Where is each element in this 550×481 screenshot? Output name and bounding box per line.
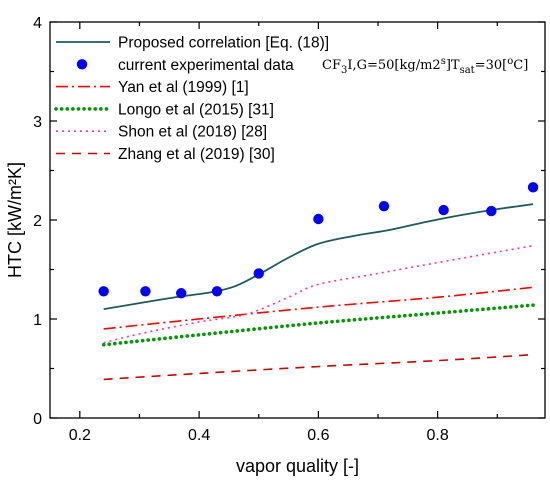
legend-label-shon-et-al-2018-28: Shon et al (2018) [28]	[118, 124, 267, 141]
data-point-current-experimental-data	[140, 286, 151, 297]
data-point-current-experimental-data	[486, 205, 497, 217]
legend-label-proposed-correlation-eq-18: Proposed correlation [Eq. (18)]	[118, 35, 329, 52]
series-line-zhang-et-al-2019-30	[103, 353, 534, 381]
legend-label-longo-et-al-2015-31: Longo et al (2015) [31]	[118, 101, 274, 118]
legend-label-zhang-et-al-2019-30: Zhang et al (2019) [30]	[118, 146, 275, 163]
legend-marker-current-experimental-data	[76, 59, 88, 70]
plot-area	[98, 182, 539, 381]
y-tick-label: 2	[33, 213, 42, 230]
y-axis-title: HTC [kW/m²K]	[5, 162, 25, 278]
data-point-current-experimental-data	[176, 288, 187, 299]
legend-label-current-experimental-data: current experimental data	[118, 57, 294, 74]
data-point-current-experimental-data	[253, 268, 264, 279]
data-point-current-experimental-data	[527, 182, 539, 193]
series-line-shon-et-al-2018-28	[103, 244, 534, 344]
data-point-current-experimental-data	[313, 213, 324, 225]
series-line-longo-et-al-2015-31	[101, 303, 535, 347]
data-point-current-experimental-data	[438, 204, 449, 216]
y-tick-label: 4	[33, 15, 42, 32]
y-tick-label: 0	[33, 411, 42, 428]
y-tick-label: 1	[33, 312, 42, 329]
x-axis-title: vapor quality [-]	[236, 456, 359, 476]
x-tick-label: 0.6	[307, 427, 329, 444]
y-tick-label: 3	[33, 114, 42, 131]
series-line-yan-et-al-1999-1	[103, 286, 534, 330]
x-tick-label: 0.2	[69, 427, 91, 444]
data-point-current-experimental-data	[378, 200, 390, 212]
data-point-current-experimental-data	[98, 286, 109, 297]
condition-label: CF3I,G=50[kg/m2s]Tsat=30[oC]	[322, 56, 528, 76]
data-point-current-experimental-data	[211, 286, 223, 297]
axes: 0.2 0.4 0.6 0.8 0 1 2 3 4	[33, 15, 546, 444]
legend-label-yan-et-al-1999-1: Yan et al (1999) [1]	[118, 79, 249, 96]
legend: Proposed correlation [Eq. (18)] current e…	[54, 35, 329, 163]
x-tick-label: 0.8	[427, 427, 449, 444]
x-tick-label: 0.4	[188, 427, 210, 444]
